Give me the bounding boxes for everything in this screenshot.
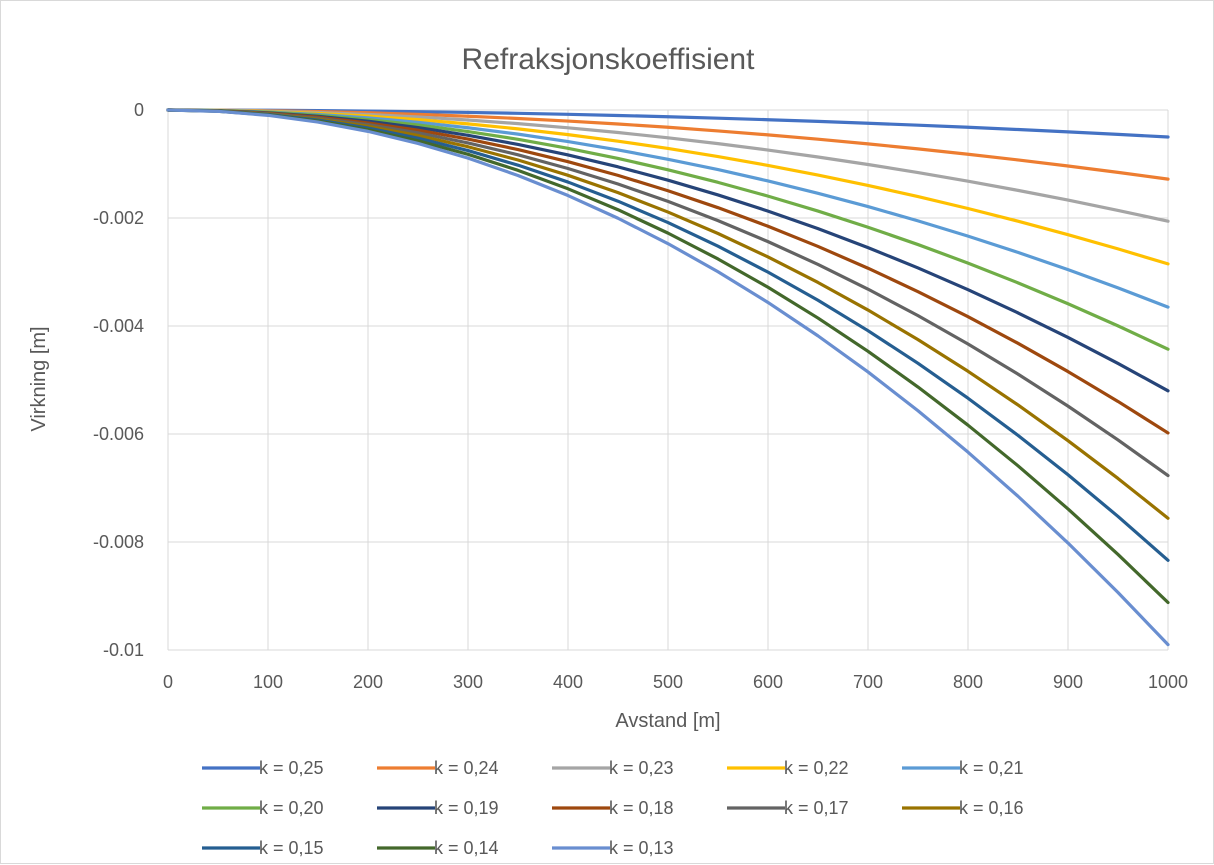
y-tick-label: -0.002: [93, 208, 144, 228]
x-tick-label: 900: [1053, 672, 1083, 692]
x-axis-title: Avstand [m]: [615, 710, 720, 732]
x-tick-label: 1000: [1148, 672, 1188, 692]
legend-label: k = 0,13: [609, 838, 674, 858]
x-tick-label: 700: [853, 672, 883, 692]
series-line: [166, 108, 1170, 647]
legend-label: k = 0,22: [784, 758, 849, 778]
y-axis-title: Virkning [m]: [28, 326, 50, 431]
legend-label: k = 0,25: [259, 758, 324, 778]
legend-label: k = 0,14: [434, 838, 499, 858]
y-tick-label: -0.006: [93, 424, 144, 444]
y-tick-label: -0.01: [103, 640, 144, 660]
x-tick-label: 0: [163, 672, 173, 692]
y-tick-label: -0.008: [93, 532, 144, 552]
y-tick-label: 0: [134, 100, 144, 120]
x-tick-label: 600: [753, 672, 783, 692]
x-tick-label: 200: [353, 672, 383, 692]
y-tick-label: -0.004: [93, 316, 144, 336]
x-tick-label: 400: [553, 672, 583, 692]
legend-label: k = 0,15: [259, 838, 324, 858]
tick-labels: 0 100 200 300 400 500 600 700 800 900 1000 0 -0.002 -…: [93, 100, 1188, 692]
x-tick-label: 500: [653, 672, 683, 692]
x-tick-label: 100: [253, 672, 283, 692]
legend-label: k = 0,21: [959, 758, 1024, 778]
series-lines: [166, 108, 1170, 647]
legend[interactable]: k = 0,25 k = 0,24 k = 0,23 k = 0,22 k = 0,21…: [202, 758, 1024, 858]
legend-label: k = 0,18: [609, 798, 674, 818]
x-tick-label: 800: [953, 672, 983, 692]
x-tick-label: 300: [453, 672, 483, 692]
legend-label: k = 0,16: [959, 798, 1024, 818]
legend-label: k = 0,23: [609, 758, 674, 778]
legend-label: k = 0,17: [784, 798, 849, 818]
legend-label: k = 0,20: [259, 798, 324, 818]
chart-title: Refraksjonskoeffisient: [462, 43, 756, 76]
legend-label: k = 0,19: [434, 798, 499, 818]
legend-label: k = 0,24: [434, 758, 499, 778]
